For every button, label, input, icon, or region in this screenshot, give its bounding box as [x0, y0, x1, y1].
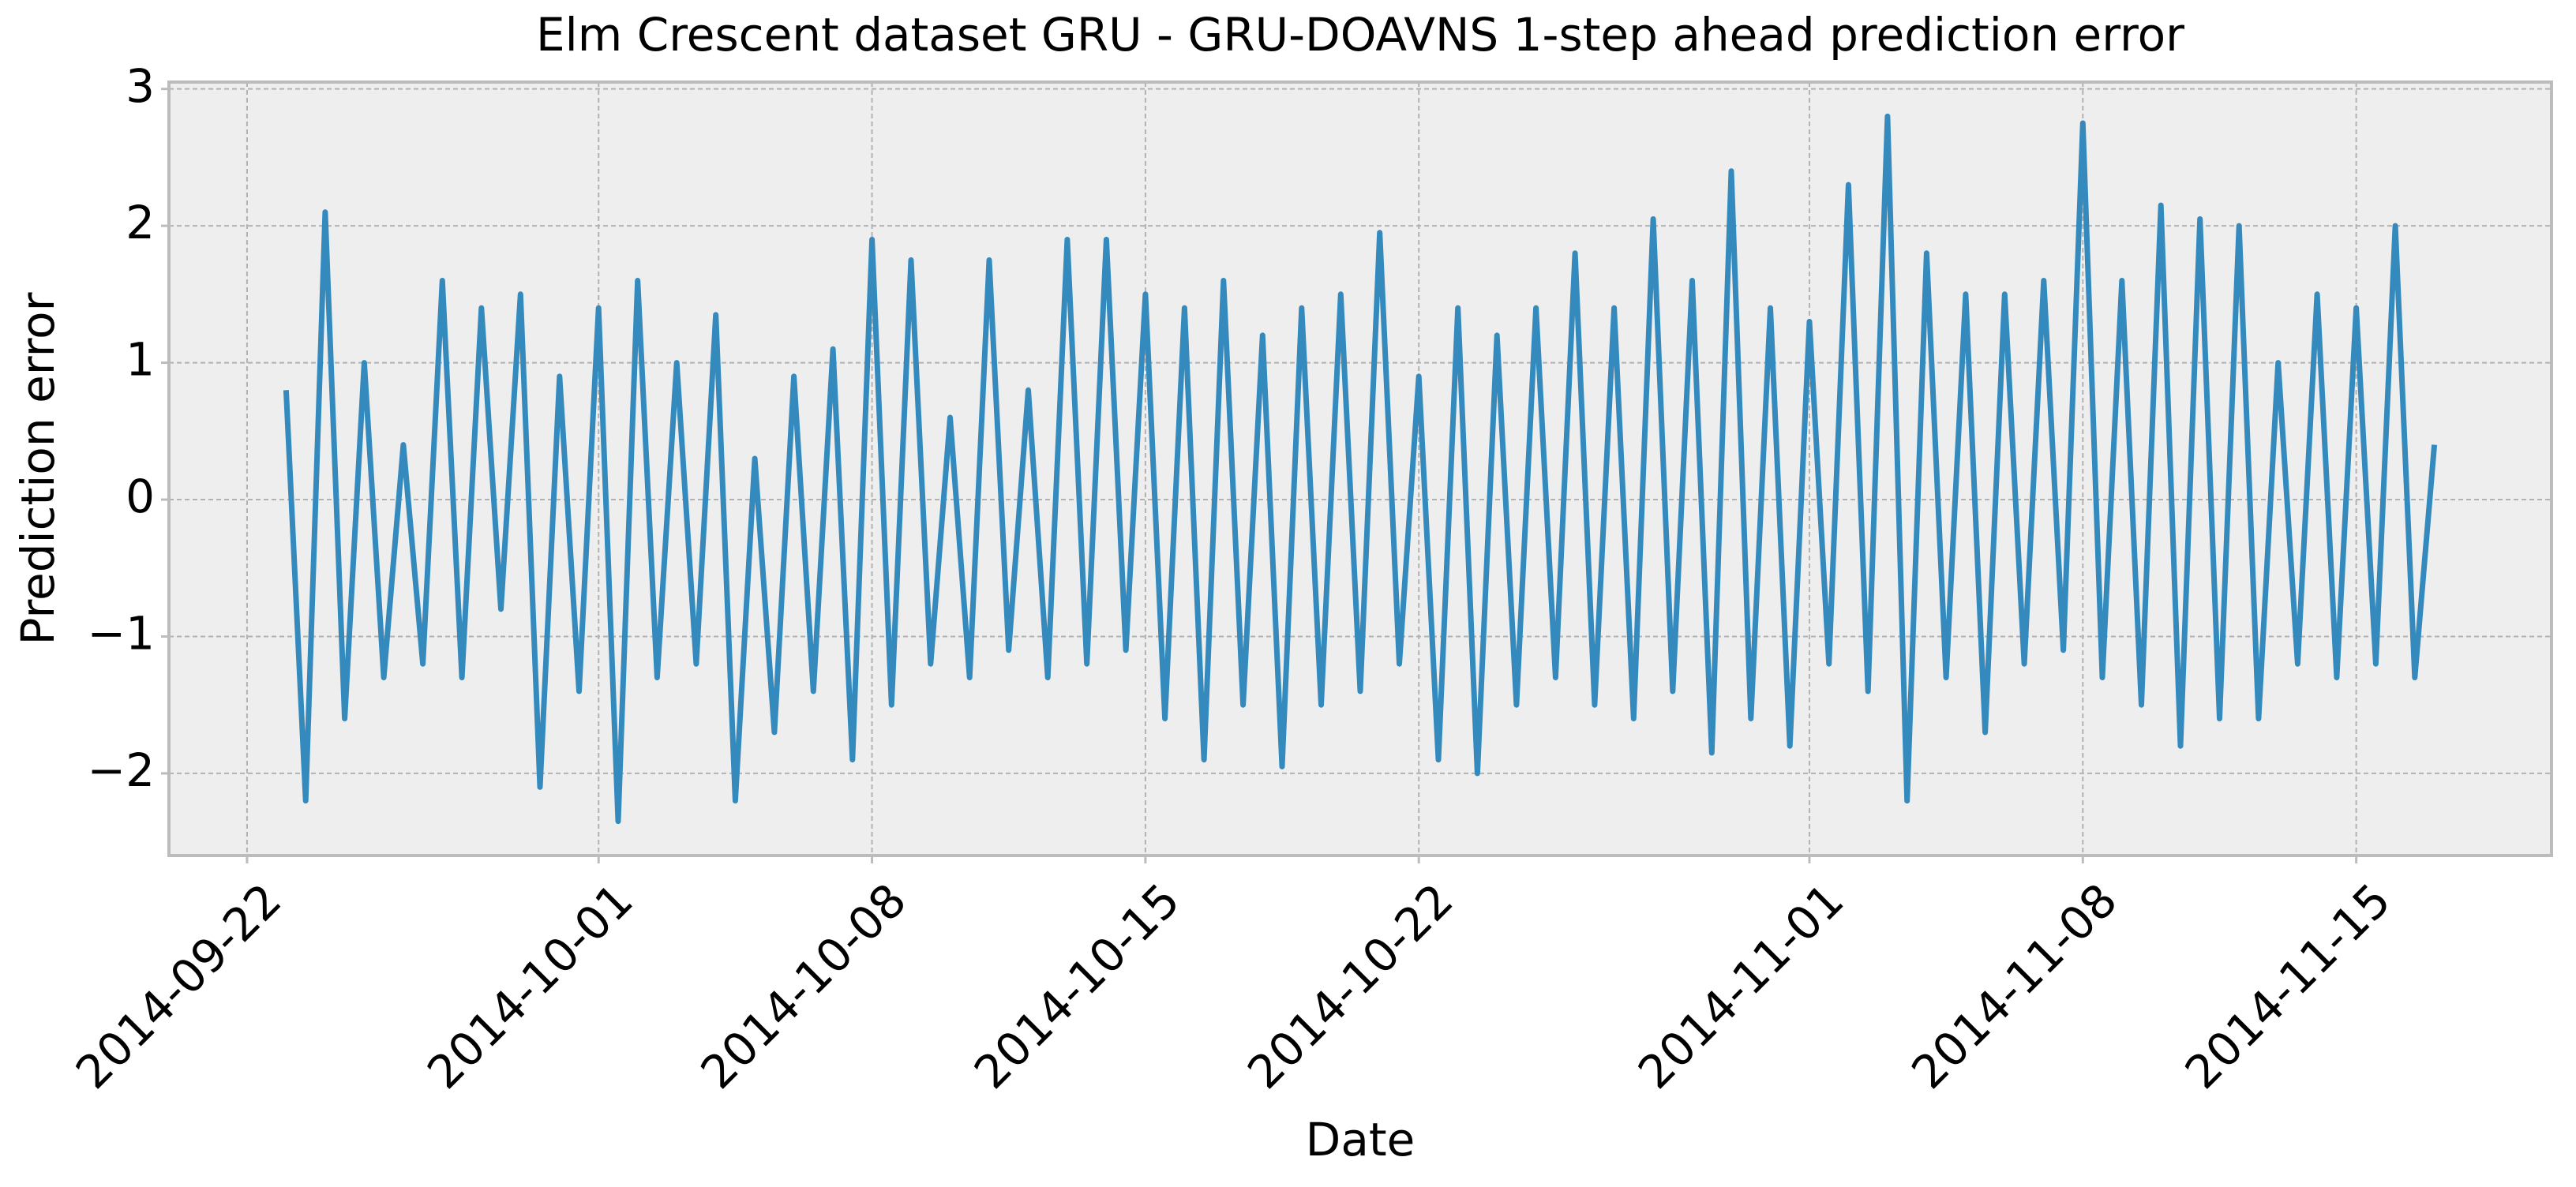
x-tick-label: 2014-09-22 [66, 873, 291, 1099]
x-tick-label: 2014-11-01 [1628, 873, 1854, 1099]
y-tick-label: −1 [88, 607, 156, 661]
x-tick-label: 2014-10-08 [691, 873, 917, 1099]
y-tick-label: 1 [126, 333, 155, 387]
data-line [283, 113, 2438, 825]
x-tick-label: 2014-10-01 [417, 873, 643, 1099]
y-tick-label: 0 [126, 470, 155, 523]
y-axis-label: Prediction error [11, 292, 65, 645]
x-axis-label: Date [1306, 1113, 1415, 1166]
y-tick-label: 2 [126, 196, 155, 249]
x-tick-label: 2014-11-15 [2175, 873, 2401, 1099]
y-tick-label: 3 [126, 59, 155, 113]
y-tick-label: −2 [88, 743, 156, 797]
chart-title: Elm Crescent dataset GRU - GRU-DOAVNS 1-… [536, 8, 2184, 62]
plot-frame [167, 81, 2553, 857]
plot [283, 113, 2438, 825]
x-tick-label: 2014-11-08 [1901, 873, 2127, 1099]
x-tick-label: 2014-10-22 [1237, 873, 1463, 1099]
x-tick-label: 2014-10-15 [964, 873, 1190, 1099]
